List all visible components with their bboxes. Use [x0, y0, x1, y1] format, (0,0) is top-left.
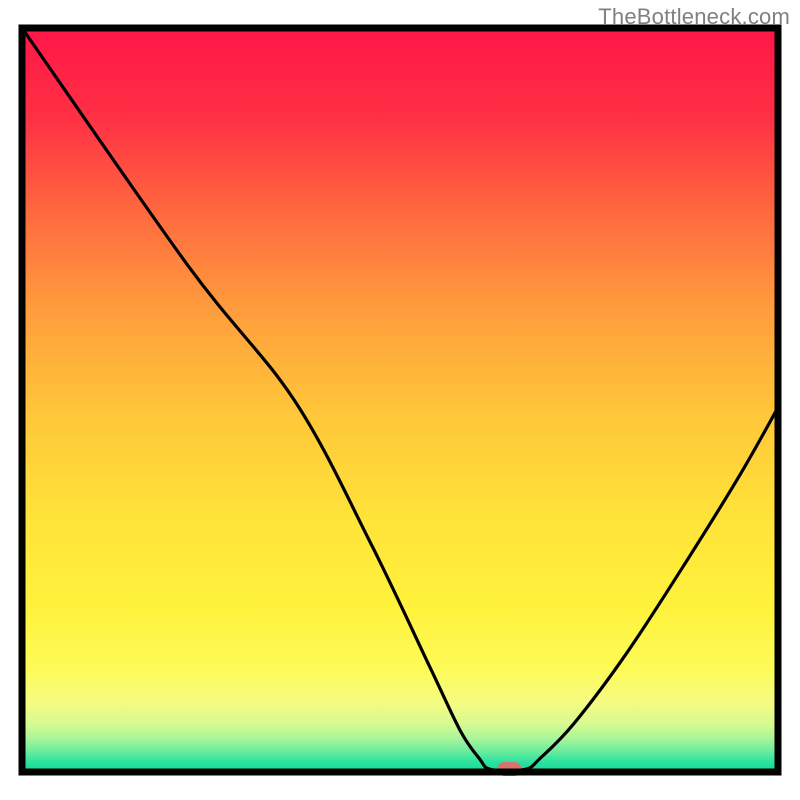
gradient-background	[22, 28, 778, 772]
chart-container: TheBottleneck.com	[0, 0, 800, 800]
watermark-text: TheBottleneck.com	[598, 4, 790, 30]
bottleneck-curve-chart	[0, 0, 800, 800]
